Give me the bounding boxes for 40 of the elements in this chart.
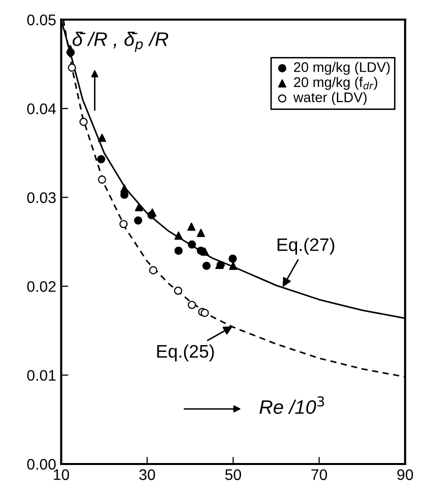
y-tick-label: 0.01	[27, 370, 56, 381]
annotation: Eq.(27)	[278, 238, 334, 255]
legend-label: water (LDV)	[293, 92, 367, 105]
point	[134, 216, 142, 225]
point	[120, 184, 128, 193]
point	[97, 155, 106, 164]
x-axis-title: Re /10$^{3}$	[260, 396, 324, 414]
point	[174, 246, 183, 255]
point	[68, 64, 76, 72]
x-tick-label: 70	[311, 469, 328, 480]
point	[229, 262, 238, 270]
y-axis-title: δ̄ /R , δ̄$_{p}$ /R	[72, 32, 168, 52]
point	[202, 262, 211, 270]
y-tick-label: 0.03	[27, 192, 56, 204]
point	[149, 266, 158, 274]
x-tick-label: 30	[139, 469, 156, 480]
legend-label: 20 mg/kg (LDV)	[294, 62, 390, 75]
x-tick-label: 90	[397, 469, 414, 480]
point	[188, 240, 196, 249]
point	[200, 308, 209, 318]
point	[188, 300, 196, 310]
y-tick-label: 0.00	[27, 458, 56, 470]
point	[98, 134, 106, 142]
point	[174, 286, 182, 295]
y-tick-label: 0.04	[27, 103, 56, 114]
x-tick-label: 10	[54, 469, 70, 480]
point	[196, 228, 206, 238]
point	[187, 222, 196, 231]
point	[79, 118, 88, 126]
y-tick-label: 0.05	[27, 14, 56, 26]
point	[134, 203, 144, 212]
x-tick-label: 50	[225, 469, 242, 480]
point	[98, 176, 106, 184]
point	[200, 247, 209, 256]
point	[119, 220, 128, 228]
annotation: Eq.(25)	[157, 344, 214, 362]
y-tick-label: 0.02	[27, 281, 56, 292]
point	[228, 254, 237, 263]
legend-label: 20 mg/kg (f$_{dr}$)	[294, 76, 378, 90]
point	[174, 232, 183, 240]
